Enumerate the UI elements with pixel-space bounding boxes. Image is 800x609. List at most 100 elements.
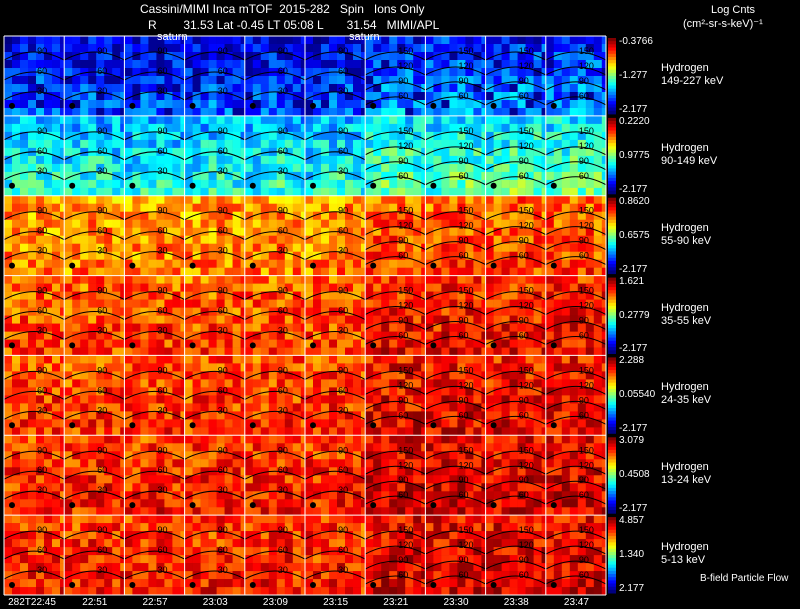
- heatmap-cell: [441, 443, 450, 452]
- heatmap-cell: [4, 219, 13, 228]
- heatmap-cell: [509, 379, 518, 388]
- heatmap-cell: [541, 211, 547, 220]
- heatmap-cell: [4, 419, 13, 428]
- heatmap-cell: [244, 163, 254, 173]
- heatmap-cell: [533, 171, 542, 181]
- heatmap-cell: [561, 195, 571, 204]
- heatmap-cell: [481, 363, 486, 372]
- heatmap-cell: [12, 123, 21, 133]
- heatmap-cell: [184, 76, 193, 85]
- heatmap-cell: [569, 443, 579, 452]
- heatmap-cell: [509, 291, 518, 300]
- heatmap-cell: [20, 68, 29, 77]
- heatmap-cell: [72, 123, 81, 133]
- heatmap-cell: [164, 499, 173, 508]
- heatmap-cell: [485, 339, 494, 348]
- heatmap-cell: [148, 291, 157, 300]
- heatmap-cell: [268, 331, 278, 340]
- heatmap-cell: [112, 100, 121, 109]
- heatmap-cell: [485, 187, 494, 197]
- heatmap-cell: [313, 131, 322, 141]
- heatmap-cell: [292, 60, 302, 69]
- heatmap-cell: [493, 435, 502, 444]
- heatmap-cell: [104, 499, 113, 508]
- heatmap-cell: [88, 251, 97, 260]
- heatmap-cell: [405, 219, 414, 228]
- heatmap-cell: [184, 155, 193, 165]
- heatmap-cell: [473, 427, 482, 436]
- heatmap-cell: [545, 363, 555, 372]
- heatmap-cell: [60, 523, 65, 532]
- heatmap-cell: [493, 443, 502, 452]
- heatmap-cell: [72, 347, 81, 356]
- heatmap-cell: [52, 523, 61, 532]
- heatmap-cell: [292, 419, 302, 428]
- heatmap-cell: [132, 507, 141, 516]
- heatmap-cell: [569, 307, 579, 316]
- heatmap-cell: [284, 331, 294, 340]
- heatmap-cell: [44, 403, 53, 412]
- heatmap-cell: [321, 323, 330, 332]
- heatmap-cell: [509, 427, 518, 436]
- heatmap-cell: [208, 395, 217, 404]
- heatmap-cell: [541, 243, 547, 252]
- heatmap-cell: [132, 475, 141, 484]
- heatmap-cell: [292, 115, 302, 125]
- heatmap-cell: [569, 355, 579, 364]
- heatmap-cell: [441, 315, 450, 324]
- heatmap-cell: [20, 115, 29, 125]
- heatmap-cell: [397, 195, 406, 204]
- heatmap-cell: [337, 275, 346, 284]
- heatmap-cell: [525, 379, 534, 388]
- heatmap-cell: [525, 36, 534, 45]
- heatmap-cell: [156, 339, 165, 348]
- heatmap-cell: [525, 187, 534, 197]
- heatmap-cell: [268, 443, 278, 452]
- heatmap-cell: [172, 259, 181, 268]
- heatmap-cell: [361, 131, 366, 141]
- heatmap-cell: [224, 92, 233, 101]
- heatmap-cell: [224, 347, 233, 356]
- heatmap-cell: [132, 195, 141, 204]
- heatmap-cell: [244, 491, 254, 500]
- heatmap-cell: [501, 108, 510, 117]
- heatmap-cell: [465, 179, 474, 189]
- heatmap-cell: [465, 459, 474, 468]
- heatmap-cell: [252, 267, 262, 276]
- heatmap-cell: [481, 187, 486, 197]
- heatmap-cell: [373, 291, 382, 300]
- heatmap-cell: [28, 355, 37, 364]
- heatmap-cell: [72, 587, 81, 596]
- heatmap-cell: [509, 323, 518, 332]
- heatmap-cell: [44, 187, 53, 197]
- heatmap-cell: [124, 219, 133, 228]
- heatmap-cell: [457, 419, 466, 428]
- heatmap-cell: [112, 403, 121, 412]
- heatmap-cell: [433, 131, 442, 141]
- heatmap-cell: [353, 307, 362, 316]
- heatmap-cell: [601, 60, 607, 69]
- heatmap-cell: [373, 171, 382, 181]
- heatmap-cell: [124, 163, 133, 173]
- heatmap-cell: [577, 76, 587, 85]
- heatmap-cell: [148, 443, 157, 452]
- heatmap-cell: [180, 515, 185, 524]
- heatmap-cell: [260, 411, 270, 420]
- heatmap-cell: [545, 331, 555, 340]
- heatmap-cell: [465, 251, 474, 260]
- heatmap-cell: [509, 195, 518, 204]
- heatmap-cell: [268, 123, 278, 133]
- heatmap-cell: [52, 587, 61, 596]
- heatmap-cell: [4, 523, 13, 532]
- heatmap-cell: [184, 60, 193, 69]
- heatmap-cell: [509, 411, 518, 420]
- heatmap-cell: [268, 235, 278, 244]
- heatmap-cell: [601, 483, 607, 492]
- heatmap-cell: [192, 92, 201, 101]
- heatmap-cell: [44, 291, 53, 300]
- heatmap-cell: [52, 347, 61, 356]
- heatmap-cell: [96, 163, 105, 173]
- heatmap-cell: [389, 355, 398, 364]
- heatmap-cell: [36, 52, 45, 61]
- heatmap-cell: [465, 339, 474, 348]
